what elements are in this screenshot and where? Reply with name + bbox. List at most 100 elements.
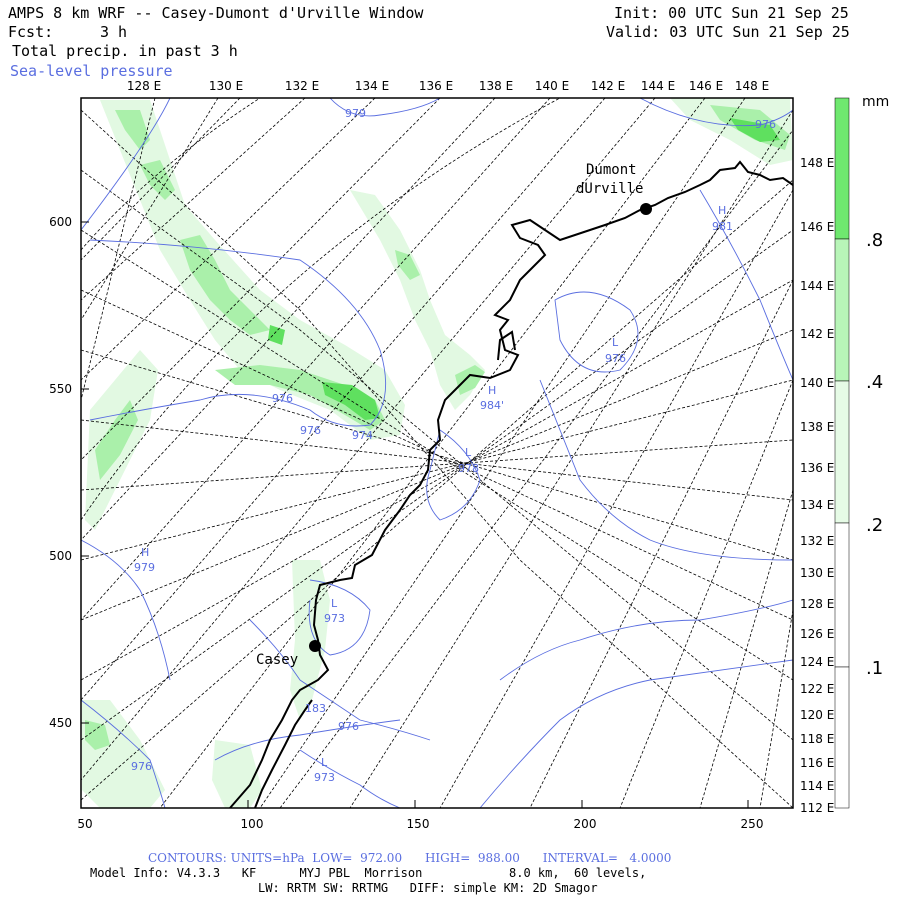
legend-band-3	[834, 522, 850, 668]
contour-label: L	[465, 446, 472, 459]
x-tick-labels: 50 100 150 200 250	[77, 817, 763, 831]
lon-label: 140 E	[535, 79, 569, 93]
lon-label: 124 E	[800, 655, 834, 669]
physics-info: LW: RRTM SW: RRTMG DIFF: simple KM: 2D S…	[258, 881, 598, 895]
lon-label: 136 E	[419, 79, 453, 93]
graticule	[81, 98, 793, 808]
station-marker-dumont	[640, 203, 652, 215]
lon-label: 112 E	[800, 801, 834, 815]
y-tick: 450	[49, 716, 72, 730]
contour-label: 981	[712, 220, 733, 233]
station-label-dumont-1: Dumont	[586, 162, 637, 178]
legend-level: .1	[866, 658, 883, 679]
contour-label: 183	[305, 702, 326, 715]
legend-band-1	[834, 238, 850, 382]
lon-label: 120 E	[800, 708, 834, 722]
lon-label: 116 E	[800, 756, 834, 770]
x-tick: 250	[741, 817, 764, 831]
map-frame	[80, 97, 794, 809]
x-tick: 200	[574, 817, 597, 831]
legend-band-2	[834, 380, 850, 524]
contour-label: H	[141, 546, 149, 559]
lon-label: 128 E	[800, 597, 834, 611]
lon-label: 138 E	[800, 420, 834, 434]
lon-label: 114 E	[800, 779, 834, 793]
lon-label: 146 E	[689, 79, 723, 93]
contour-label: 976	[338, 720, 359, 733]
lon-label: 148 E	[735, 79, 769, 93]
lon-label: 134 E	[355, 79, 389, 93]
map-title: AMPS 8 km WRF -- Casey-Dumont d'Urville …	[8, 4, 424, 22]
lon-label: 134 E	[800, 498, 834, 512]
x-tick: 50	[77, 817, 92, 831]
y-tick: 500	[49, 549, 72, 563]
coastline	[229, 160, 793, 808]
right-lon-labels: 148 E 146 E 144 E 142 E 140 E 138 E 136 …	[800, 156, 834, 815]
lon-label: 146 E	[800, 220, 834, 234]
lon-label: 144 E	[641, 79, 675, 93]
lon-label: 128 E	[127, 79, 161, 93]
legend-level: .8	[866, 230, 883, 251]
field-slp-label: Sea-level pressure	[10, 62, 173, 80]
station-dumont: Dumont dUrville	[576, 162, 652, 215]
contour-label: 973	[324, 612, 345, 625]
x-tick: 150	[407, 817, 430, 831]
lon-label: 130 E	[800, 566, 834, 580]
contour-label: 984'	[480, 399, 504, 412]
precip-legend: mm .8 .4 .2 .1	[834, 94, 889, 809]
legend-band-0	[834, 97, 850, 240]
contour-info: CONTOURS: UNITS=hPa LOW= 972.00 HIGH= 98…	[148, 851, 672, 865]
lon-label: 138 E	[479, 79, 513, 93]
init-time: Init: 00 UTC Sun 21 Sep 25	[614, 4, 849, 22]
x-tick: 100	[241, 817, 264, 831]
station-label-casey: Casey	[256, 652, 298, 668]
contour-label: 974	[352, 429, 373, 442]
contour-label: 979	[134, 561, 155, 574]
top-lon-labels: 128 E 130 E 132 E 134 E 136 E 138 E 140 …	[127, 79, 769, 93]
y-tick: 550	[49, 382, 72, 396]
contour-label: 978	[458, 462, 479, 475]
contour-label: 976	[300, 424, 321, 437]
contour-label: 973	[314, 771, 335, 784]
contour-label: 979	[345, 107, 366, 120]
contour-label: 976	[131, 760, 152, 773]
contour-label: 976	[272, 392, 293, 405]
contour-label: L	[321, 756, 328, 769]
fcst-value: 3 h	[100, 23, 128, 41]
valid-time: Valid: 03 UTC Sun 21 Sep 25	[606, 23, 850, 41]
precip-shading	[82, 98, 793, 808]
lon-label: 122 E	[800, 682, 834, 696]
lon-label: 140 E	[800, 376, 834, 390]
lon-label: 142 E	[591, 79, 625, 93]
contour-label: H	[488, 384, 496, 397]
lon-label: 144 E	[800, 279, 834, 293]
lon-label: 136 E	[800, 461, 834, 475]
lon-label: 132 E	[285, 79, 319, 93]
y-tick: 600	[49, 215, 72, 229]
lon-label: 148 E	[800, 156, 834, 170]
contour-labels: 979 976 H 981 L 976 H 984' 976 976 974 L…	[131, 107, 776, 784]
model-info: Model Info: V4.3.3 KF MYJ PBL Morrison 8…	[90, 866, 647, 880]
station-label-dumont-2: dUrville	[576, 181, 643, 197]
legend-band-4	[834, 666, 850, 809]
contour-label: H	[718, 204, 726, 217]
legend-level: .2	[866, 515, 883, 536]
contour-label: 976	[755, 118, 776, 131]
lon-label: 130 E	[209, 79, 243, 93]
contour-label: L	[331, 597, 338, 610]
station-casey: Casey	[256, 640, 321, 668]
legend-units: mm	[862, 94, 889, 110]
lon-label: 132 E	[800, 534, 834, 548]
legend-level: .4	[866, 372, 883, 393]
lon-label: 118 E	[800, 732, 834, 746]
field-precip-label: Total precip. in past 3 h	[12, 42, 238, 60]
station-marker-casey	[309, 640, 321, 652]
lon-label: 142 E	[800, 327, 834, 341]
slp-contours	[81, 98, 793, 808]
y-tick-labels: 600 550 500 450	[49, 215, 72, 730]
lon-label: 126 E	[800, 627, 834, 641]
contour-label: L	[612, 336, 619, 349]
fcst-label: Fcst:	[8, 23, 54, 41]
contour-label: 976	[605, 352, 626, 365]
